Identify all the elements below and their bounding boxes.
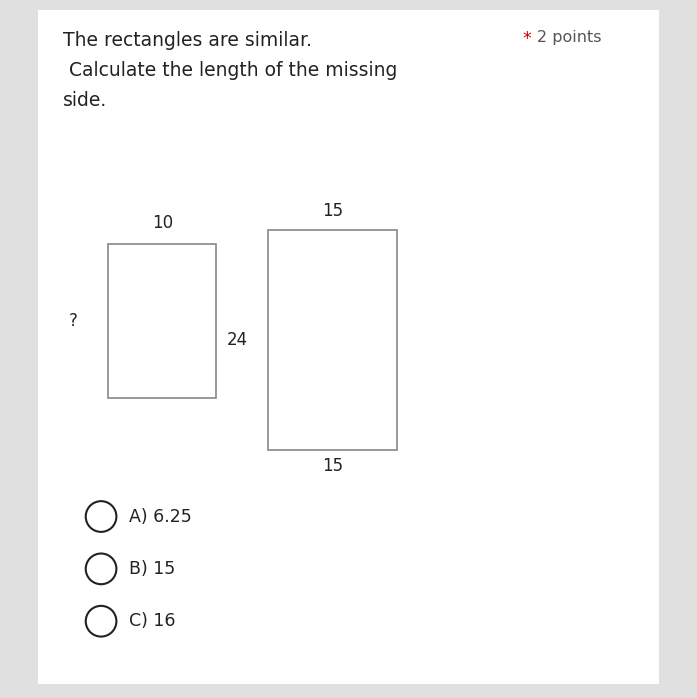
Text: Calculate the length of the missing: Calculate the length of the missing bbox=[63, 61, 397, 80]
Text: 2 points: 2 points bbox=[537, 30, 602, 45]
Text: 24: 24 bbox=[227, 331, 247, 349]
Text: C) 16: C) 16 bbox=[129, 612, 176, 630]
Text: B) 15: B) 15 bbox=[129, 560, 175, 578]
Text: side.: side. bbox=[63, 91, 107, 110]
Text: 15: 15 bbox=[323, 202, 344, 220]
Text: 10: 10 bbox=[152, 214, 173, 232]
Text: A) 6.25: A) 6.25 bbox=[129, 507, 192, 526]
Text: 15: 15 bbox=[323, 457, 344, 475]
Bar bbox=[108, 244, 216, 398]
Bar bbox=[38, 10, 659, 684]
Circle shape bbox=[86, 554, 116, 584]
Text: *: * bbox=[523, 30, 532, 48]
Bar bbox=[268, 230, 397, 450]
Text: ?: ? bbox=[69, 312, 77, 330]
Circle shape bbox=[86, 606, 116, 637]
Circle shape bbox=[86, 501, 116, 532]
Text: The rectangles are similar.: The rectangles are similar. bbox=[63, 31, 312, 50]
